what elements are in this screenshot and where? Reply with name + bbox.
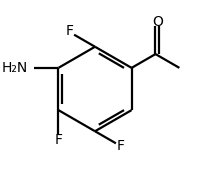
- Text: F: F: [66, 24, 74, 38]
- Text: F: F: [116, 139, 124, 153]
- Text: F: F: [54, 133, 62, 147]
- Text: H₂N: H₂N: [1, 61, 27, 75]
- Text: O: O: [152, 15, 163, 29]
